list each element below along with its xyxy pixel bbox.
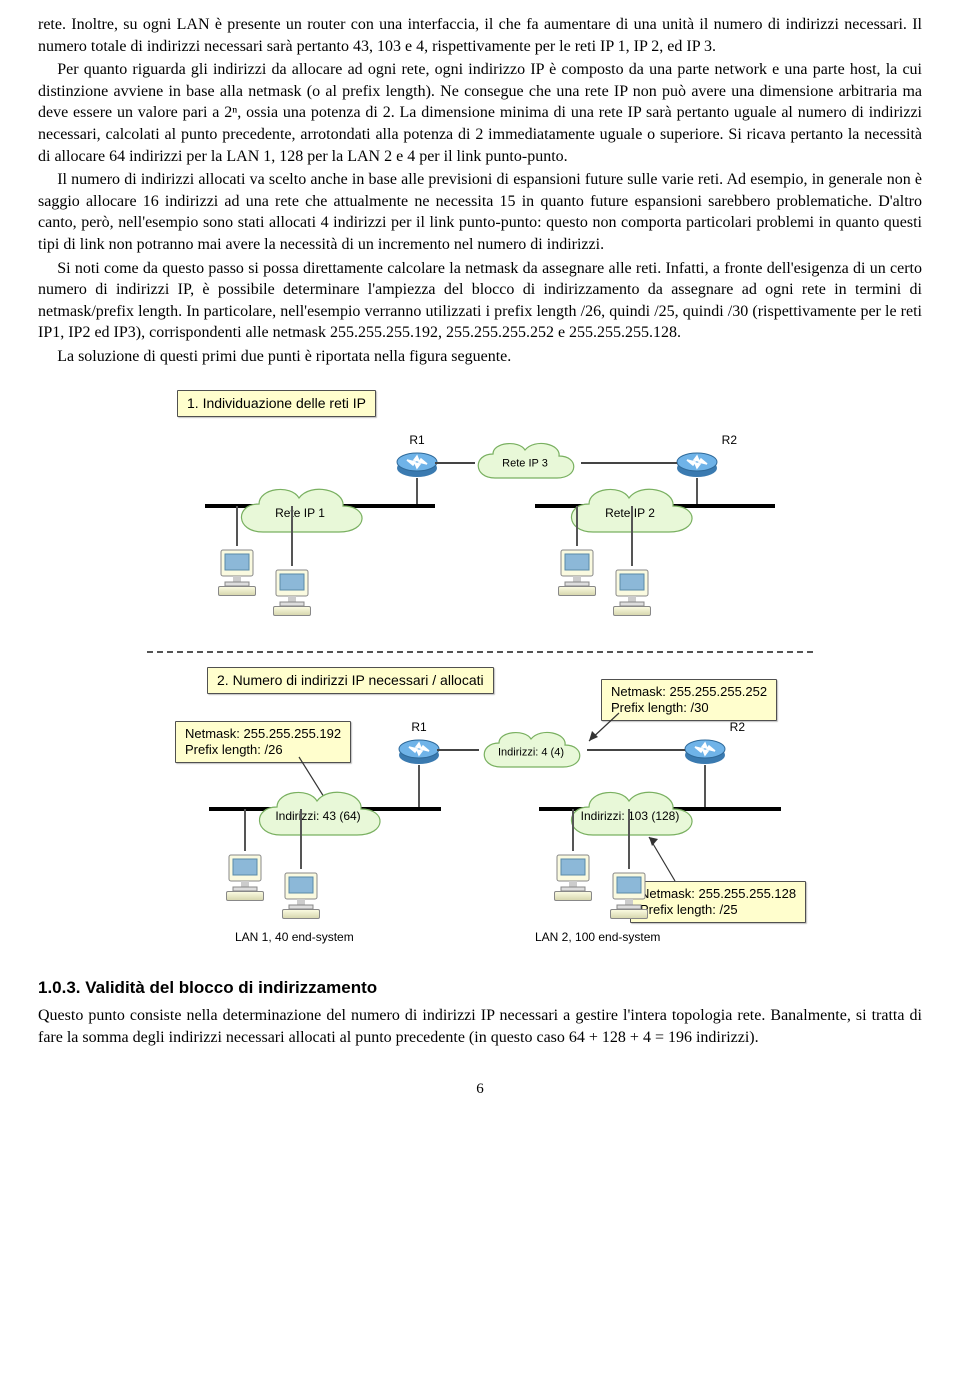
cloud-ip1: Rete IP 1 [225, 476, 375, 548]
cloud-label: Indirizzi: 103 (128) [581, 808, 680, 824]
paragraph: Il numero di indirizzi allocati va scelt… [38, 169, 922, 255]
paragraph: Questo punto consiste nella determinazio… [38, 1005, 922, 1048]
netmask-line: Netmask: 255.255.255.252 [611, 684, 767, 699]
lan1-caption: LAN 1, 40 end-system [235, 929, 354, 945]
host-icon [215, 546, 259, 596]
netmask-line: Prefix length: /26 [185, 742, 283, 757]
netmask-box-3: Netmask: 255.255.255.128 Prefix length: … [630, 881, 806, 924]
router-label: R1 [411, 719, 426, 735]
paragraph: Per quanto riguarda gli indirizzi da all… [38, 59, 922, 167]
netmask-line: Prefix length: /25 [640, 902, 738, 917]
figure-2-heading: 2. Numero di indirizzi IP necessari / al… [207, 667, 494, 695]
router-r1: R1 [397, 733, 441, 767]
router-r1: R1 [395, 446, 439, 480]
paragraph: Si noti come da questo passo si possa di… [38, 258, 922, 344]
host-icon [607, 869, 651, 919]
figure-1: 1. Individuazione delle reti IP Rete IP … [135, 386, 825, 651]
figure-2: 2. Numero di indirizzi IP necessari / al… [135, 665, 825, 955]
figure-divider [147, 651, 813, 653]
figure-container: 1. Individuazione delle reti IP Rete IP … [135, 386, 825, 955]
netmask-line: Prefix length: /30 [611, 700, 709, 715]
lan2-caption: LAN 2, 100 end-system [535, 929, 660, 945]
router-r2: R2 [675, 446, 719, 480]
host-icon [610, 566, 654, 616]
netmask-line: Netmask: 255.255.255.128 [640, 886, 796, 901]
cloud-ip1-addresses: Indirizzi: 43 (64) [243, 779, 393, 851]
page-number: 6 [38, 1079, 922, 1099]
router-label: R2 [722, 432, 737, 448]
cloud-label: Indirizzi: 43 (64) [275, 808, 360, 824]
cloud-label: Rete IP 3 [502, 456, 548, 471]
cloud-label: Rete IP 2 [605, 505, 655, 521]
host-icon [223, 851, 267, 901]
paragraph: rete. Inoltre, su ogni LAN è presente un… [38, 14, 922, 57]
host-icon [551, 851, 595, 901]
cloud-label: Indirizzi: 4 (4) [498, 745, 564, 760]
figure-1-heading: 1. Individuazione delle reti IP [177, 390, 376, 418]
host-icon [555, 546, 599, 596]
paragraph: La soluzione di questi primi due punti è… [38, 346, 922, 368]
netmask-line: Netmask: 255.255.255.192 [185, 726, 341, 741]
netmask-box-2: Netmask: 255.255.255.252 Prefix length: … [601, 679, 777, 722]
router-label: R2 [730, 719, 745, 735]
section-heading: 1.0.3. Validità del blocco di indirizzam… [38, 977, 922, 1000]
host-icon [270, 566, 314, 616]
cloud-label: Rete IP 1 [275, 505, 325, 521]
cloud-ip2-addresses: Indirizzi: 103 (128) [555, 779, 705, 851]
router-r2: R2 [683, 733, 727, 767]
router-label: R1 [409, 432, 424, 448]
cloud-ip3-addresses: Indirizzi: 4 (4) [471, 723, 591, 781]
host-icon [279, 869, 323, 919]
